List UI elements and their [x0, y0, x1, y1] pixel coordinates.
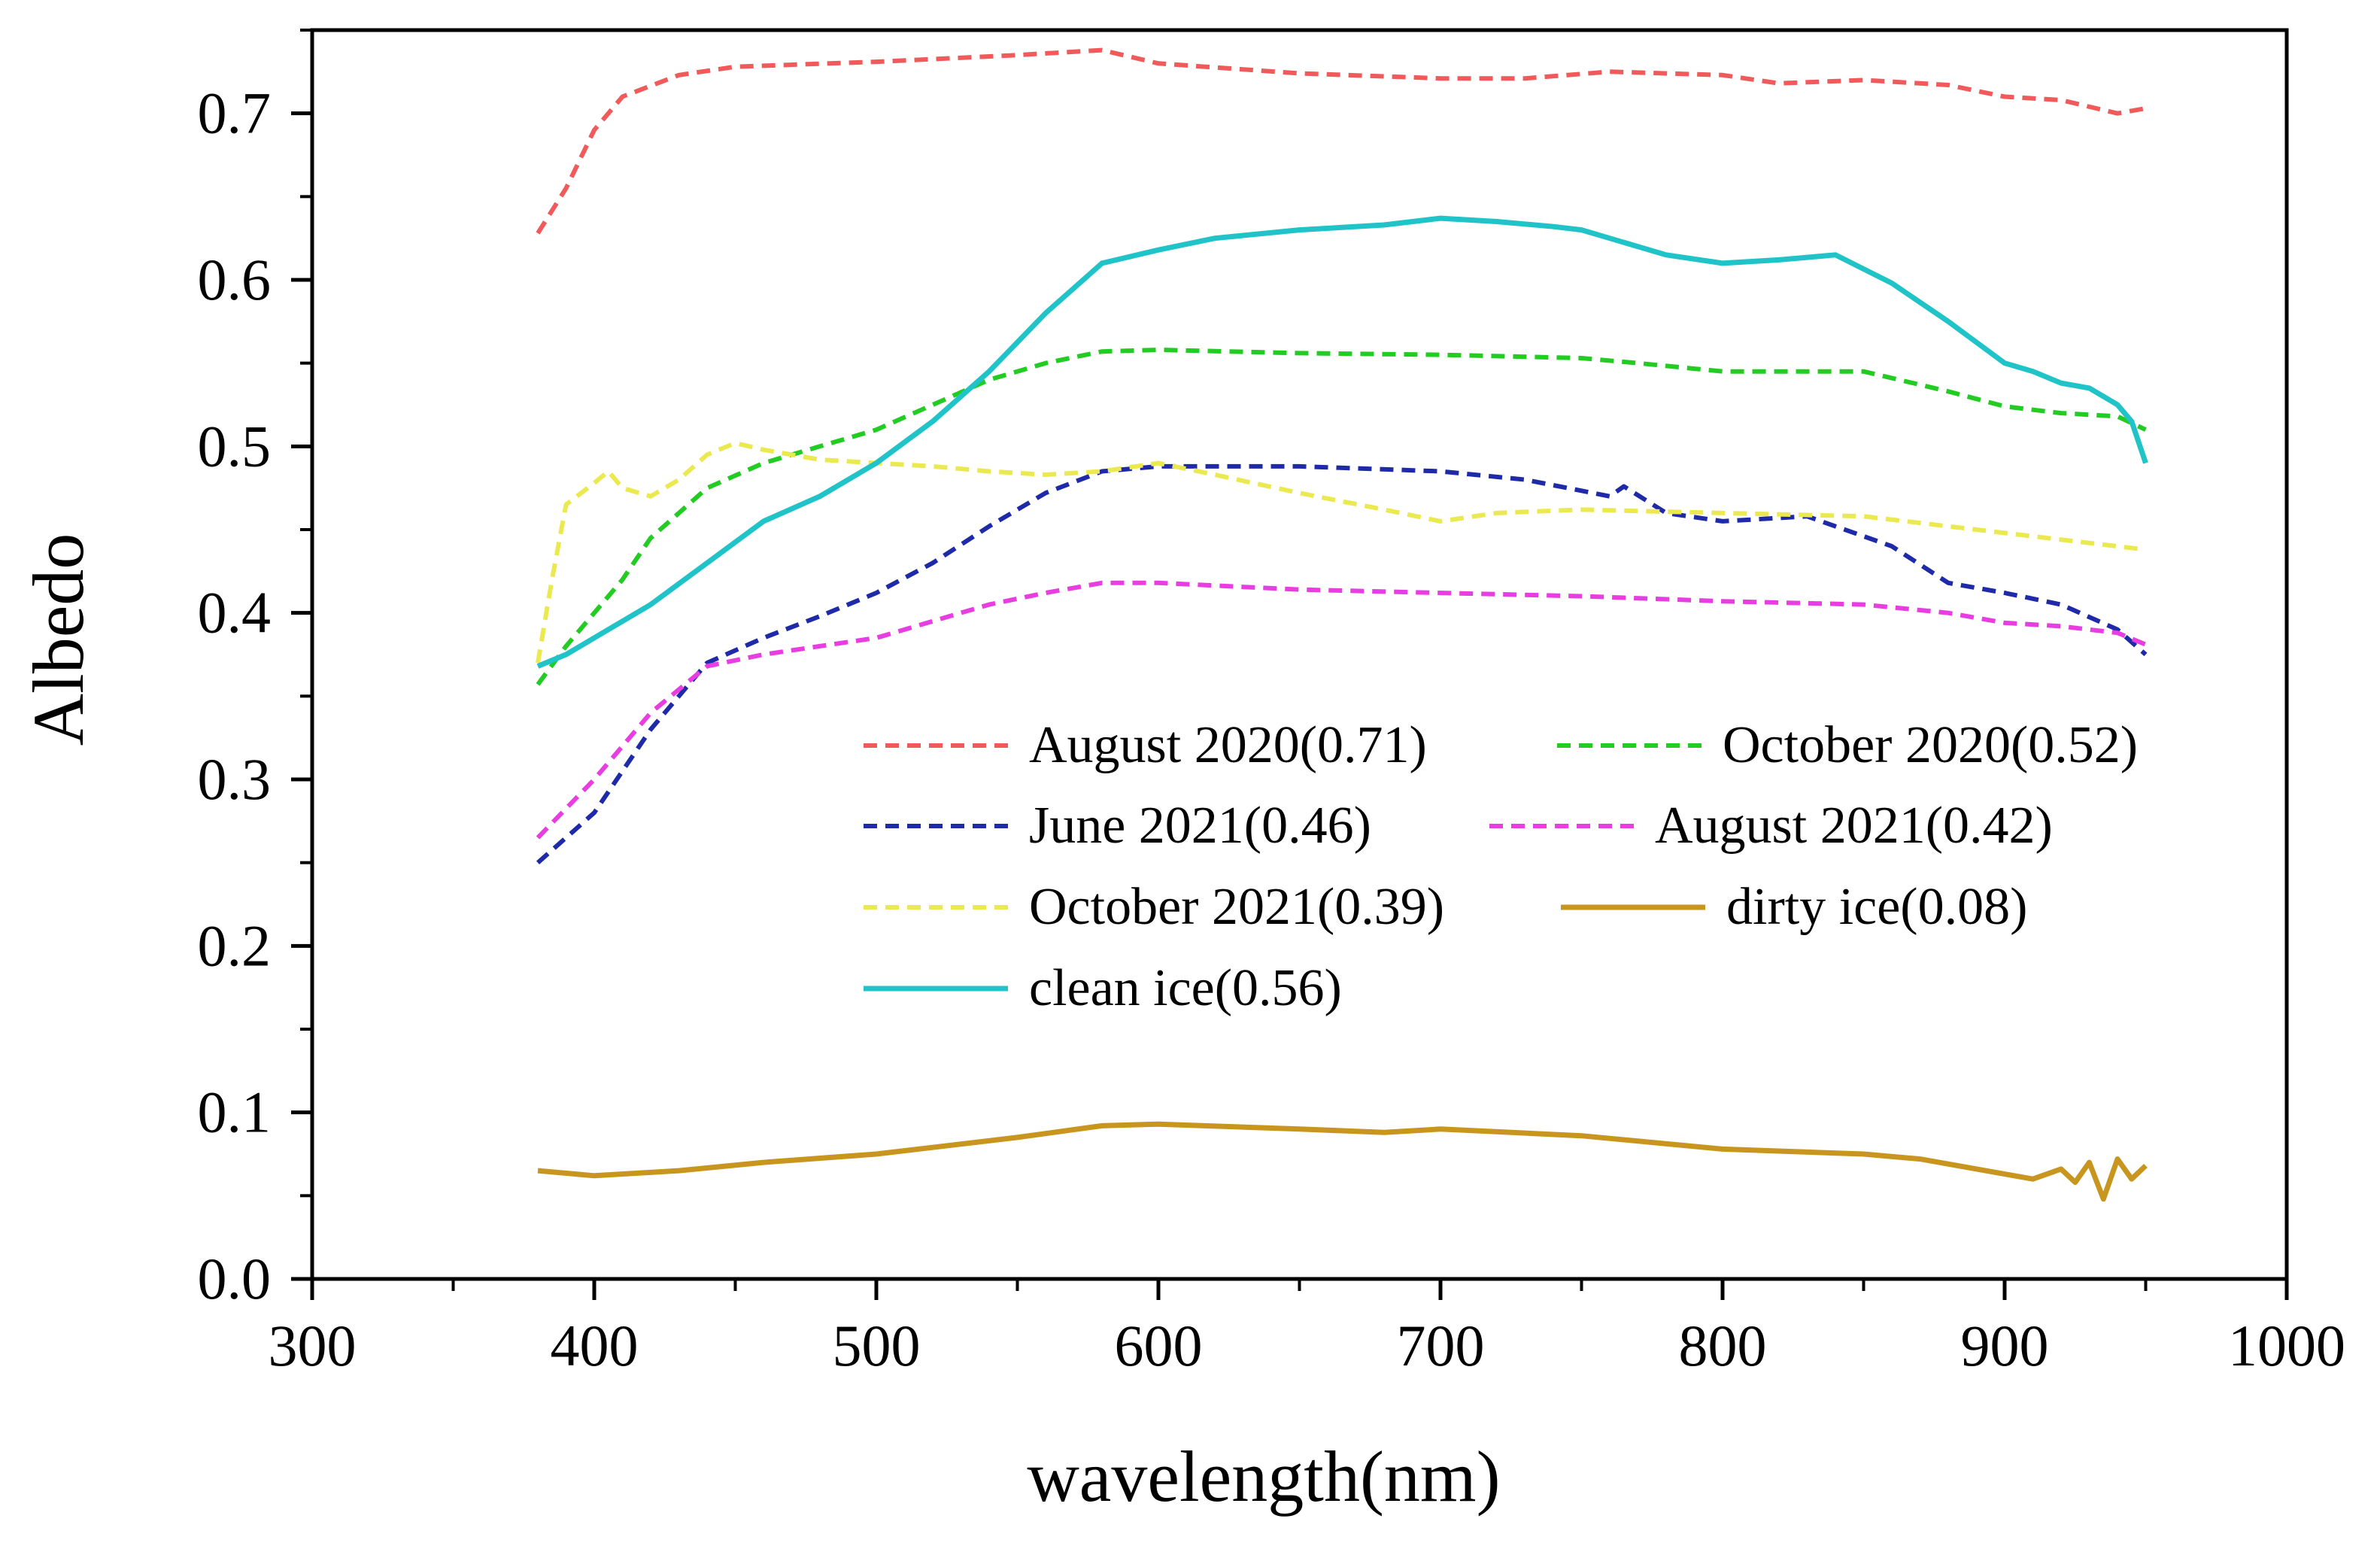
legend-label-1: August 2020(0.71)	[1029, 716, 1427, 774]
y-tick-label: 0.7	[198, 80, 272, 146]
x-tick-label: 800	[1679, 1313, 1767, 1378]
series-line-2	[536, 348, 2147, 686]
x-axis-title: wavelength(nm)	[1027, 1436, 1500, 1517]
y-tick-label: 0.4	[198, 580, 272, 645]
series-line-5	[536, 440, 2146, 664]
legend: August 2020(0.71) October 2020(0.52) June …	[864, 716, 2138, 1017]
series-line-7	[536, 215, 2148, 669]
y-tick-label: 0.2	[198, 913, 272, 978]
series-line-1	[536, 47, 2147, 235]
y-axis-title: Albedo	[18, 533, 99, 746]
x-tick-label: 1000	[2228, 1313, 2345, 1378]
legend-label-2: October 2020(0.52)	[1723, 716, 2138, 774]
x-tick-label: 300	[269, 1313, 357, 1378]
series-line-4	[536, 580, 2147, 840]
y-tick-label: 0.6	[198, 247, 272, 312]
y-tick-label: 0.5	[198, 413, 272, 478]
legend-label-7: clean ice(0.56)	[1029, 959, 1342, 1017]
legend-label-3: June 2021(0.46)	[1029, 797, 1371, 855]
x-tick-label: 600	[1115, 1313, 1203, 1378]
series-line-6	[537, 1121, 2148, 1202]
y-tick-label: 0.0	[198, 1246, 272, 1311]
y-tick-label: 0.3	[198, 746, 272, 812]
legend-label-6: dirty ice(0.08)	[1726, 878, 2027, 936]
legend-label-5: October 2021(0.39)	[1029, 878, 1444, 936]
plot-frame	[310, 28, 2289, 1281]
x-tick-label: 900	[1961, 1313, 2049, 1378]
x-tick-label: 500	[833, 1313, 921, 1378]
legend-label-4: August 2021(0.42)	[1655, 797, 2053, 855]
x-tick-label: 400	[551, 1313, 639, 1378]
y-tick-label: 0.1	[198, 1080, 272, 1145]
series-line-3	[536, 463, 2148, 864]
x-tick-label: 700	[1397, 1313, 1485, 1378]
